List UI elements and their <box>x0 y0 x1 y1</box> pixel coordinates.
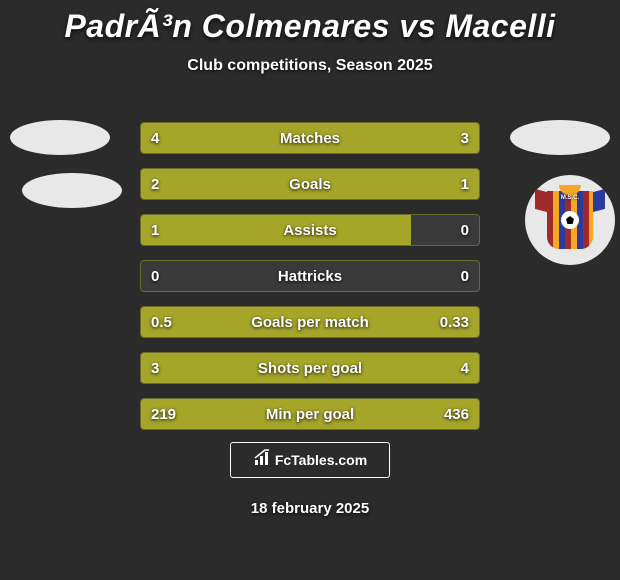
stat-label: Assists <box>141 215 479 245</box>
page-subtitle: Club competitions, Season 2025 <box>0 57 620 75</box>
stat-row: 0.50.33Goals per match <box>140 306 480 338</box>
stat-label: Hattricks <box>141 261 479 291</box>
stat-row: 21Goals <box>140 168 480 200</box>
fctables-icon <box>253 449 271 472</box>
player1-avatar-bottom <box>22 173 122 208</box>
footer-brand-logo[interactable]: FcTables.com <box>230 442 390 478</box>
stat-row: 219436Min per goal <box>140 398 480 430</box>
stat-label: Min per goal <box>141 399 479 429</box>
stat-row: 10Assists <box>140 214 480 246</box>
club-badge-label: M.S.C. <box>535 195 605 201</box>
player1-avatar-top <box>10 120 110 155</box>
stat-label: Goals per match <box>141 307 479 337</box>
stat-label: Shots per goal <box>141 353 479 383</box>
date-text: 18 february 2025 <box>0 500 620 517</box>
stat-label: Goals <box>141 169 479 199</box>
footer-brand-text: FcTables.com <box>275 452 367 468</box>
stat-row: 34Shots per goal <box>140 352 480 384</box>
stat-row: 00Hattricks <box>140 260 480 292</box>
page-title: PadrÃ³n Colmenares vs Macelli <box>0 0 620 45</box>
stat-row: 43Matches <box>140 122 480 154</box>
player2-avatar-top <box>510 120 610 155</box>
stats-bars: 43Matches 21Goals 10Assists 00Hattricks 0.50… <box>140 122 480 444</box>
club-shirt-icon: M.S.C. <box>535 185 605 255</box>
player2-club-badge: M.S.C. <box>525 175 615 265</box>
stat-label: Matches <box>141 123 479 153</box>
